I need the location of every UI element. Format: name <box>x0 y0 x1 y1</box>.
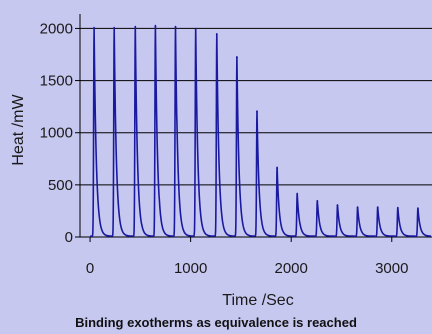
peak-point-14 <box>356 206 359 209</box>
tick-labels: 0 500 1000 1500 2000 0 1000 2000 3000 <box>40 20 409 277</box>
y-tick-label-2000: 2000 <box>40 20 73 37</box>
y-tick-label-500: 500 <box>48 177 73 194</box>
peak-point-9 <box>256 110 258 113</box>
peak-point-16 <box>396 207 399 210</box>
peak-point-12 <box>316 200 319 203</box>
peak-point-1 <box>93 27 95 30</box>
peak-point-7 <box>215 33 218 36</box>
x-tick-label-1000: 1000 <box>174 260 207 277</box>
axes <box>75 14 432 242</box>
x-tick-label-0: 0 <box>86 260 94 277</box>
peak-point-11 <box>296 193 299 196</box>
peak-point-4 <box>154 25 157 28</box>
peak-point-8 <box>235 56 238 59</box>
peak-point-2 <box>113 27 116 30</box>
x-tick-label-3000: 3000 <box>375 260 408 277</box>
peak-point-13 <box>336 204 339 207</box>
y-tick-label-0: 0 <box>65 229 73 246</box>
peak-point-5 <box>174 26 177 29</box>
peak-point-17 <box>417 207 419 210</box>
peak-point-6 <box>194 28 197 31</box>
x-tick-label-2000: 2000 <box>275 260 308 277</box>
y-axis-title: Heat /mW <box>10 94 27 166</box>
series-layer <box>89 24 432 237</box>
y-tick-label-1000: 1000 <box>40 125 73 142</box>
peak-point-15 <box>376 206 379 209</box>
x-axis-title: Time /Sec <box>222 292 293 309</box>
peak-point-3 <box>134 26 137 29</box>
heat-series-line <box>89 24 432 237</box>
peak-point-10 <box>276 167 279 170</box>
y-tick-label-1500: 1500 <box>40 73 73 90</box>
figure-caption: Binding exotherms as equivalence is reac… <box>75 315 357 330</box>
